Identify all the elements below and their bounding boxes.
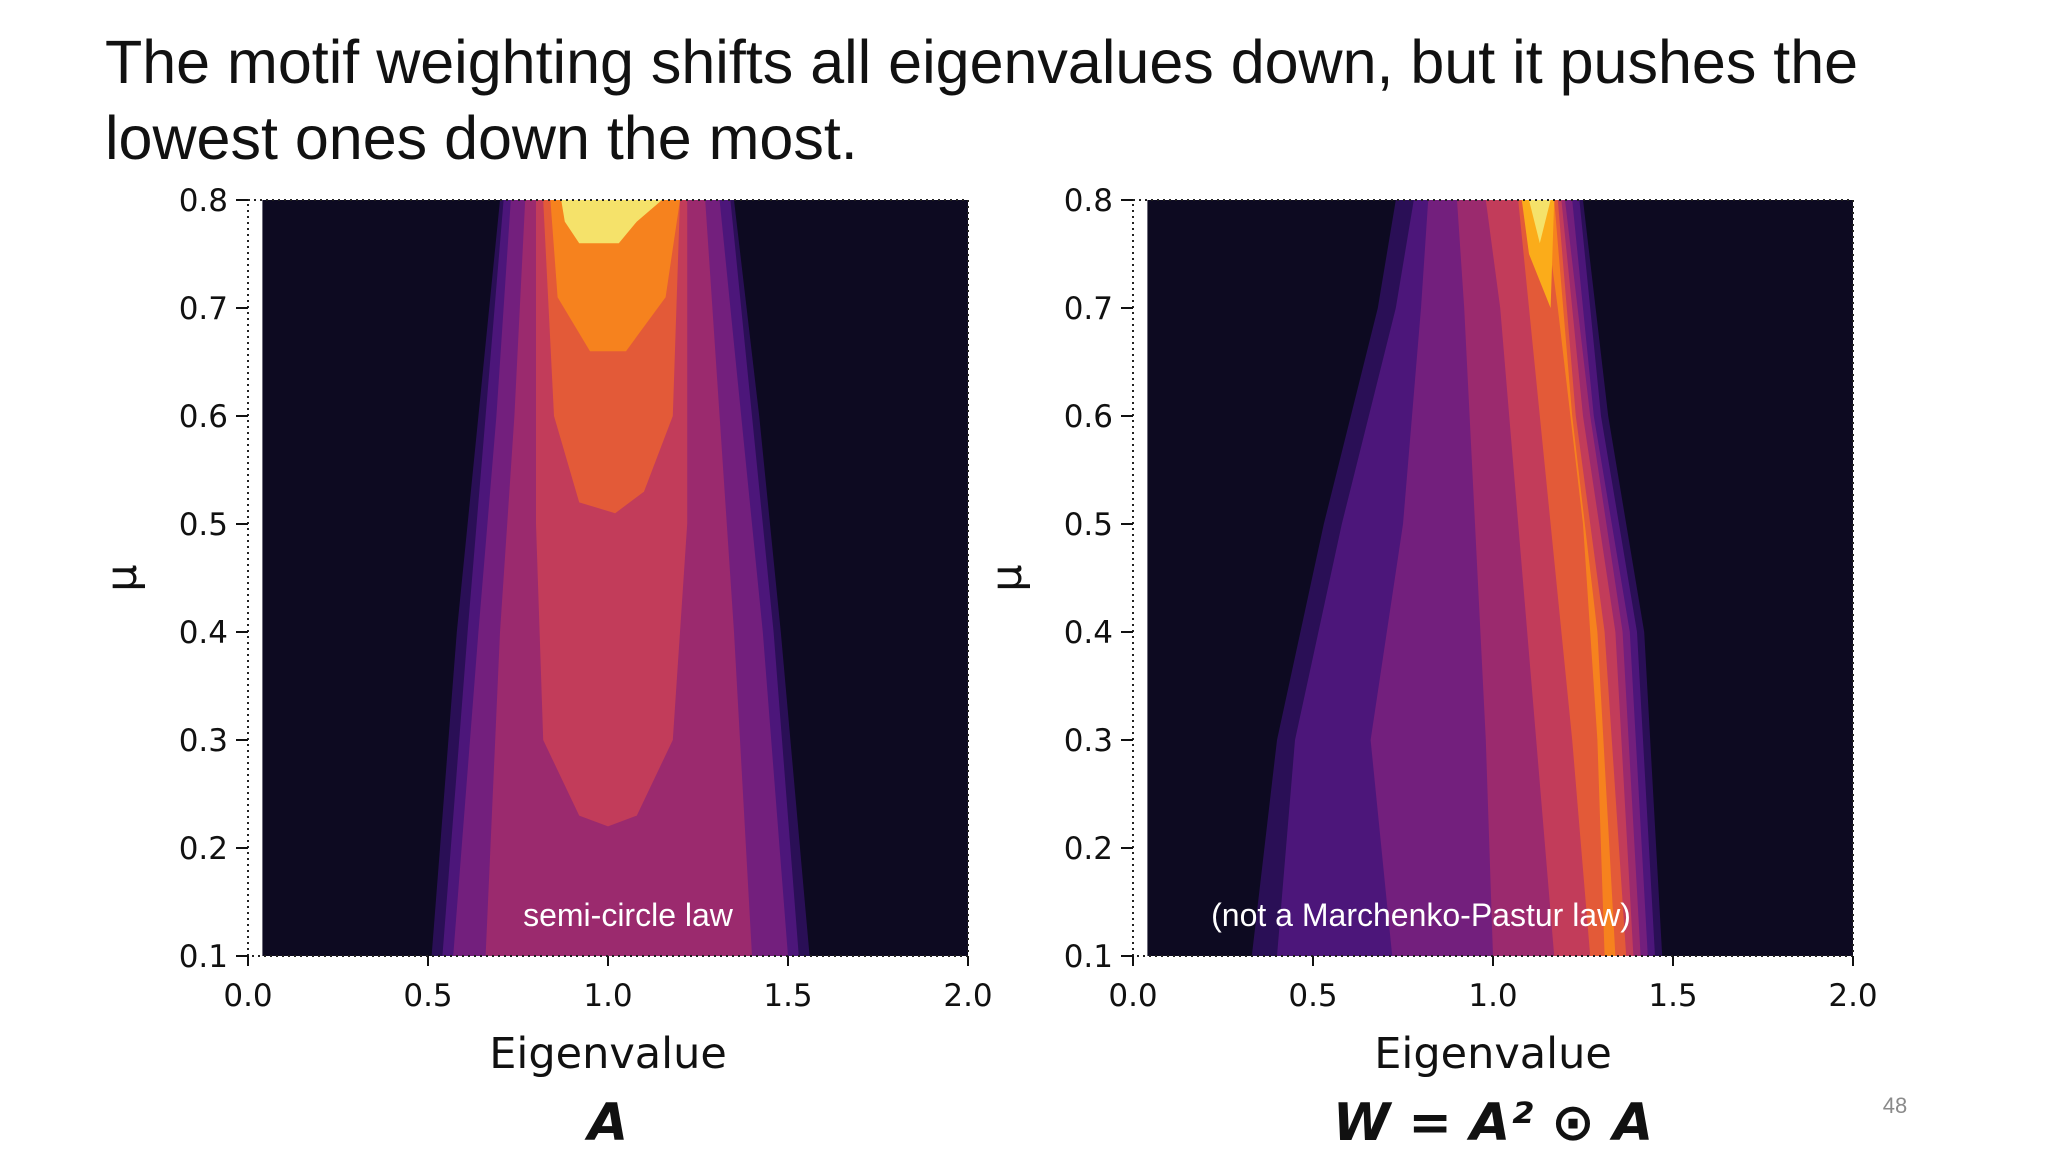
y-tick-label: 0.8 [1064, 183, 1113, 219]
y-tick-label: 0.1 [1064, 939, 1113, 975]
contour-level-7 [1543, 200, 1616, 956]
y-tick-label: 0.5 [179, 507, 228, 543]
y-tick-label: 0.3 [1064, 723, 1113, 759]
x-tick-label: 1.0 [1468, 978, 1517, 1014]
y-tick-label: 0.5 [1064, 507, 1113, 543]
slide-title: The motif weighting shifts all eigenvalu… [105, 28, 1859, 172]
x-tick-label: 0.5 [403, 978, 452, 1014]
plot-annotation: (not a Marchenko-Pastur law) [1211, 897, 1631, 933]
contour-level-9 [1529, 200, 1551, 244]
subtitle-right: W = A² ⊙ A [1333, 1093, 1653, 1152]
y-tick-label: 0.8 [179, 183, 228, 219]
x-tick-label: 0.0 [1108, 978, 1157, 1014]
page-number: 48 [1883, 1093, 1907, 1118]
x-tick-label: 0.5 [1288, 978, 1337, 1014]
x-tick-label: 1.5 [763, 978, 812, 1014]
contour-level-9 [561, 200, 662, 244]
y-axis-label: μ [982, 564, 1032, 591]
x-tick-label: 1.5 [1648, 978, 1697, 1014]
y-tick-label: 0.1 [179, 939, 228, 975]
y-tick-label: 0.4 [179, 615, 228, 651]
y-tick-label: 0.4 [1064, 615, 1113, 651]
chart-left: 0.1 0.2 0.3 0.4 0.5 0.6 0.7 0.8 0.0 0.5 1.0 1.5 2.0 E… [97, 183, 993, 1152]
plot-annotation: semi-circle law [523, 897, 734, 933]
y-tick-label: 0.7 [179, 291, 228, 327]
y-tick-label: 0.2 [1064, 831, 1113, 867]
contour-level-8 [1521, 200, 1555, 308]
x-axis-label: Eigenvalue [489, 1029, 727, 1079]
x-tick-label: 1.0 [583, 978, 632, 1014]
chart-right: 0.1 0.2 0.3 0.4 0.5 0.6 0.7 0.8 0.0 0.5 1.0 1.5 2.0 E… [982, 183, 1878, 1152]
y-axis-label: μ [97, 564, 147, 591]
y-tick-label: 0.7 [1064, 291, 1113, 327]
x-tick-label: 2.0 [943, 978, 992, 1014]
x-tick-label: 0.0 [223, 978, 272, 1014]
x-axis-label: Eigenvalue [1374, 1029, 1612, 1079]
y-tick-label: 0.3 [179, 723, 228, 759]
x-tick-label: 2.0 [1828, 978, 1877, 1014]
y-tick-label: 0.2 [179, 831, 228, 867]
y-tick-label: 0.6 [1064, 399, 1113, 435]
y-tick-label: 0.6 [179, 399, 228, 435]
subtitle-left: A [584, 1093, 628, 1152]
